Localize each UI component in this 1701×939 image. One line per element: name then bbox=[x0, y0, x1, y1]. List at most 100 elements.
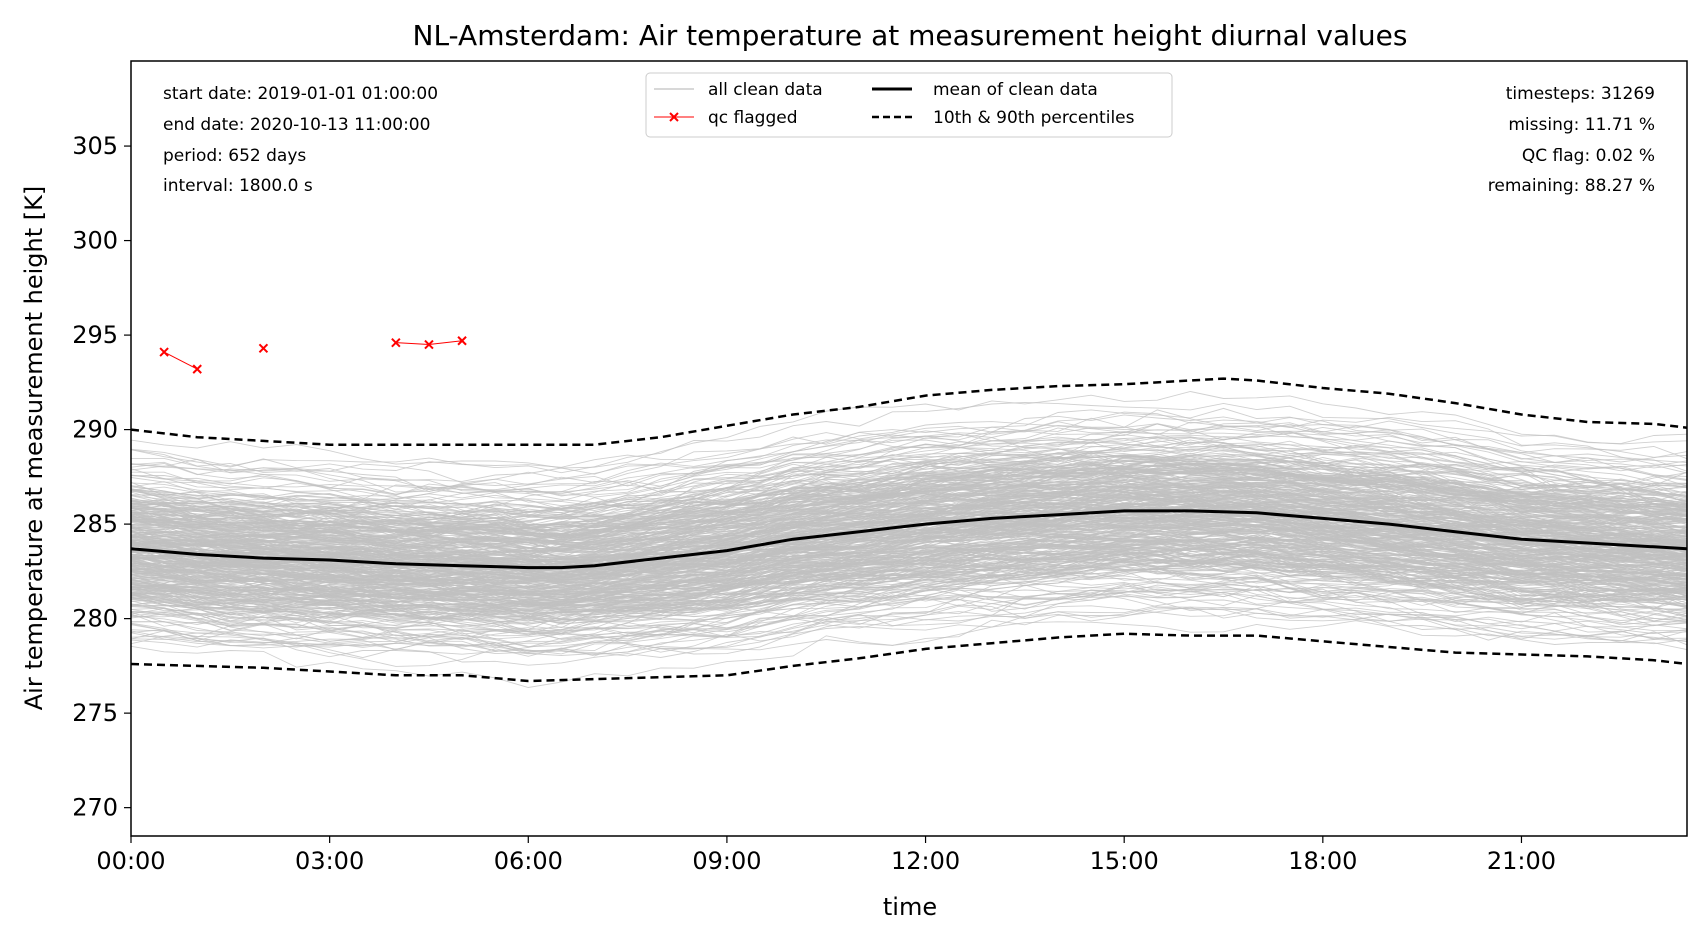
qc-flagged-point bbox=[391, 337, 401, 348]
clean-day-line bbox=[130, 587, 1688, 652]
clean-day-line bbox=[130, 599, 1688, 655]
qc-flagged-line bbox=[163, 351, 198, 370]
clean-day-line bbox=[130, 567, 1688, 637]
qc-flagged-point bbox=[159, 347, 169, 357]
clean-day-line bbox=[130, 439, 1688, 514]
clean-day-line bbox=[130, 503, 1688, 584]
x-axis-label: time bbox=[883, 893, 937, 921]
clean-day-line bbox=[130, 620, 1688, 688]
clean-day-line bbox=[130, 425, 1688, 495]
clean-day-line bbox=[130, 552, 1688, 622]
clean-day-line bbox=[130, 491, 1688, 562]
clean-day-line bbox=[130, 461, 1688, 537]
clean-day-line bbox=[130, 523, 1688, 591]
clean-day-line bbox=[130, 476, 1688, 550]
qc-flagged-markers bbox=[159, 336, 467, 374]
missing-note: missing: 11.71 % bbox=[1508, 115, 1655, 135]
legend: all clean data qc flagged mean of clean … bbox=[645, 72, 1173, 138]
clean-day-line bbox=[130, 490, 1688, 561]
end-date-note: end date: 2020-10-13 11:00:00 bbox=[163, 115, 430, 135]
clean-day-line bbox=[130, 475, 1688, 554]
period-note: period: 652 days bbox=[163, 146, 306, 166]
info-left: start date: 2019-01-01 01:00:00 end date… bbox=[163, 84, 438, 196]
y-tick-label: 280 bbox=[72, 605, 118, 633]
x-tick-label: 15:00 bbox=[1090, 847, 1159, 875]
clean-day-line bbox=[130, 588, 1688, 642]
clean-day-line bbox=[130, 510, 1688, 584]
x-tick-label: 06:00 bbox=[494, 847, 563, 875]
clean-day-line bbox=[130, 470, 1688, 539]
clean-day-line bbox=[130, 554, 1688, 618]
clean-day-line bbox=[130, 549, 1688, 616]
legend-clean-label: all clean data bbox=[708, 80, 823, 100]
remaining-note: remaining: 88.27 % bbox=[1488, 176, 1655, 196]
x-tick-label: 03:00 bbox=[295, 847, 364, 875]
clean-day-line bbox=[130, 488, 1688, 554]
clean-day-line bbox=[130, 411, 1688, 494]
y-tick-label: 295 bbox=[72, 321, 118, 349]
clean-day-line bbox=[130, 467, 1688, 532]
clean-day-line bbox=[130, 436, 1688, 510]
clean-day-line bbox=[130, 584, 1688, 643]
clean-day-line bbox=[130, 437, 1688, 507]
y-tick-label: 300 bbox=[72, 227, 118, 255]
clean-day-line bbox=[130, 464, 1688, 534]
legend-flagged-label: qc flagged bbox=[708, 108, 798, 128]
y-tick-label: 305 bbox=[72, 132, 118, 160]
all-clean-data-lines bbox=[130, 391, 1688, 688]
info-right: timesteps: 31269 missing: 11.71 % QC fla… bbox=[1488, 84, 1655, 196]
clean-day-line bbox=[130, 590, 1688, 650]
clean-day-line bbox=[130, 527, 1688, 599]
clean-day-line bbox=[130, 550, 1688, 621]
chart-title: NL-Amsterdam: Air temperature at measure… bbox=[413, 19, 1408, 52]
clean-day-line bbox=[130, 548, 1688, 606]
timesteps-note: timesteps: 31269 bbox=[1506, 84, 1655, 104]
clean-day-line bbox=[130, 492, 1688, 562]
clean-day-line bbox=[130, 508, 1688, 581]
clean-day-line bbox=[130, 536, 1688, 604]
x-tick-label: 21:00 bbox=[1487, 847, 1556, 875]
clean-day-line bbox=[130, 576, 1688, 647]
clean-day-line bbox=[130, 391, 1688, 469]
mean-line bbox=[130, 509, 1688, 570]
clean-day-line bbox=[130, 407, 1688, 482]
clean-day-line bbox=[130, 440, 1688, 512]
clean-day-line bbox=[130, 587, 1688, 636]
x-tick-label: 09:00 bbox=[692, 847, 761, 875]
clean-day-line bbox=[130, 530, 1688, 606]
qc-flagged-point bbox=[457, 336, 467, 346]
clean-day-line bbox=[130, 401, 1688, 474]
y-axis-ticks: 270 275 280 285 290 295 300 305 bbox=[72, 132, 131, 822]
interval-note: interval: 1800.0 s bbox=[163, 176, 313, 196]
clean-day-line bbox=[130, 514, 1688, 577]
clean-day-line bbox=[130, 446, 1688, 518]
x-tick-label: 12:00 bbox=[891, 847, 960, 875]
clean-day-line bbox=[130, 585, 1688, 657]
qc-flagged-point bbox=[424, 339, 434, 350]
percentile-10-line bbox=[130, 632, 1688, 683]
clean-day-line bbox=[130, 606, 1688, 658]
qc-flagged-point bbox=[192, 364, 202, 374]
legend-box bbox=[645, 72, 1173, 138]
clean-day-line bbox=[130, 461, 1688, 526]
clean-day-line bbox=[130, 498, 1688, 582]
clean-day-line bbox=[130, 448, 1688, 521]
qc-flag-note: QC flag: 0.02 % bbox=[1522, 146, 1655, 166]
clean-day-line bbox=[130, 483, 1688, 558]
statistics-lines bbox=[130, 377, 1688, 683]
clean-day-line bbox=[130, 571, 1688, 640]
clean-day-line bbox=[130, 452, 1688, 517]
x-tick-label: 00:00 bbox=[96, 847, 165, 875]
clean-day-line bbox=[130, 452, 1688, 524]
plot-frame bbox=[130, 60, 1688, 837]
legend-flagged-marker bbox=[669, 112, 679, 122]
y-tick-label: 275 bbox=[72, 699, 118, 727]
legend-mean-label: mean of clean data bbox=[933, 80, 1098, 100]
qc-flagged-point bbox=[258, 343, 269, 354]
y-tick-label: 270 bbox=[72, 794, 118, 822]
x-tick-label: 18:00 bbox=[1288, 847, 1357, 875]
y-tick-label: 290 bbox=[72, 416, 118, 444]
clean-day-line bbox=[130, 438, 1688, 496]
y-axis-label: Air temperature at measurement height [K… bbox=[20, 186, 48, 710]
clean-day-line bbox=[130, 518, 1688, 592]
